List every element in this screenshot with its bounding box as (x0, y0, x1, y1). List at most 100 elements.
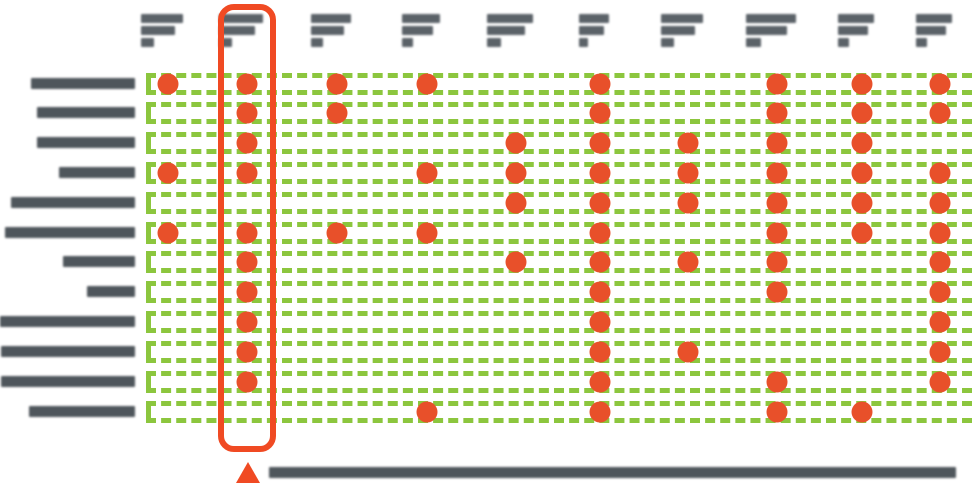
matrix-dot[interactable] (851, 162, 873, 184)
matrix-dot[interactable] (677, 192, 699, 214)
matrix-dot[interactable] (766, 102, 788, 124)
matrix-dot[interactable] (929, 311, 951, 333)
matrix-dot[interactable] (766, 281, 788, 303)
matrix-dot[interactable] (929, 222, 951, 244)
matrix-dot[interactable] (326, 73, 348, 95)
grid-band-row-12 (146, 401, 972, 423)
matrix-dot[interactable] (589, 73, 611, 95)
column-header-1[interactable]: Marketing Platform (13) (141, 14, 183, 47)
row-label-11[interactable]: Nutritional Information (0, 375, 135, 388)
column-header-7[interactable]: Localised Hub (7) (661, 14, 703, 47)
matrix-dot[interactable] (589, 132, 611, 154)
row-label-redaction (5, 227, 135, 238)
row-label-12[interactable]: Purchase on Store (0, 405, 135, 418)
matrix-dot[interactable] (851, 102, 873, 124)
matrix-dot[interactable] (851, 401, 873, 423)
matrix-dot[interactable] (589, 162, 611, 184)
column-header-redaction-line (661, 26, 696, 35)
matrix-dot[interactable] (929, 281, 951, 303)
column-header-3[interactable]: Essential Products (4) (311, 14, 351, 47)
matrix-dot[interactable] (589, 192, 611, 214)
matrix-dot[interactable] (236, 281, 258, 303)
matrix-dot[interactable] (677, 132, 699, 154)
matrix-dot[interactable] (589, 341, 611, 363)
matrix-dot[interactable] (766, 251, 788, 273)
matrix-dot[interactable] (929, 371, 951, 393)
matrix-dot[interactable] (589, 311, 611, 333)
matrix-dot[interactable] (416, 222, 438, 244)
row-label-10[interactable]: Flexibly Rating Classes (0, 345, 135, 358)
column-header-10[interactable]: Mobile Supply (11) (916, 14, 952, 47)
matrix-dot[interactable] (929, 102, 951, 124)
column-header-redaction-line (311, 26, 344, 35)
row-label-5[interactable]: Business to Business (0, 196, 135, 209)
matrix-dot[interactable] (157, 222, 179, 244)
matrix-dot[interactable] (236, 371, 258, 393)
row-label-4[interactable]: Partnerships (0, 166, 135, 179)
matrix-dot[interactable] (505, 251, 527, 273)
matrix-dot[interactable] (677, 251, 699, 273)
matrix-dot[interactable] (766, 222, 788, 244)
column-header-9[interactable]: Audit & Admin (8) (838, 14, 874, 47)
matrix-dot[interactable] (766, 73, 788, 95)
matrix-dot[interactable] (236, 222, 258, 244)
matrix-dot[interactable] (505, 192, 527, 214)
matrix-dot[interactable] (766, 162, 788, 184)
row-label-9[interactable]: Routing Personalisation (0, 315, 135, 328)
row-label-1[interactable]: Customer Pickup (0, 77, 135, 90)
matrix-dot[interactable] (236, 132, 258, 154)
matrix-dot[interactable] (851, 132, 873, 154)
column-header-redaction-line (311, 38, 323, 47)
matrix-dot[interactable] (326, 102, 348, 124)
row-label-8[interactable]: Recipes (0, 285, 135, 298)
row-label-2[interactable]: Online Ordering (0, 106, 135, 119)
matrix-dot[interactable] (589, 222, 611, 244)
grid-band-row-1 (146, 73, 972, 95)
matrix-dot[interactable] (929, 251, 951, 273)
matrix-dot[interactable] (929, 162, 951, 184)
matrix-dot[interactable] (326, 222, 348, 244)
grid-band-row-7 (146, 251, 972, 273)
matrix-dot[interactable] (589, 102, 611, 124)
matrix-dot[interactable] (929, 73, 951, 95)
matrix-dot[interactable] (589, 401, 611, 423)
matrix-dot[interactable] (236, 251, 258, 273)
row-label-6[interactable]: Business to Consumer (0, 226, 135, 239)
matrix-dot[interactable] (236, 73, 258, 95)
matrix-dot[interactable] (416, 73, 438, 95)
row-label-3[interactable]: Delivery Service (0, 136, 135, 149)
column-header-8[interactable]: Developer Portal (10) (746, 14, 796, 47)
row-label-redaction (59, 167, 135, 178)
column-header-6[interactable]: Data Hub (12) (579, 14, 609, 47)
matrix-dot[interactable] (157, 73, 179, 95)
matrix-dot[interactable] (677, 162, 699, 184)
matrix-dot[interactable] (589, 371, 611, 393)
matrix-dot[interactable] (589, 251, 611, 273)
matrix-dot[interactable] (766, 371, 788, 393)
matrix-dot[interactable] (416, 162, 438, 184)
matrix-dot[interactable] (766, 401, 788, 423)
matrix-dot[interactable] (851, 192, 873, 214)
matrix-dot[interactable] (851, 73, 873, 95)
matrix-dot[interactable] (929, 192, 951, 214)
matrix-dot[interactable] (416, 401, 438, 423)
matrix-dot[interactable] (766, 192, 788, 214)
column-header-redaction-line (916, 26, 946, 35)
matrix-dot[interactable] (236, 162, 258, 184)
row-label-7[interactable]: Social Media (0, 255, 135, 268)
column-header-4[interactable]: Fulfilment Tool (5) (402, 14, 440, 47)
matrix-dot[interactable] (851, 222, 873, 244)
column-header-5[interactable]: Commerce Engine (6) (487, 14, 533, 47)
matrix-dot[interactable] (766, 132, 788, 154)
matrix-dot[interactable] (929, 341, 951, 363)
matrix-dot[interactable] (505, 162, 527, 184)
matrix-dot[interactable] (236, 102, 258, 124)
matrix-dot[interactable] (236, 311, 258, 333)
matrix-dot[interactable] (589, 281, 611, 303)
column-header-2[interactable]: Store Locator (12) (219, 14, 263, 47)
matrix-dot[interactable] (505, 132, 527, 154)
matrix-dot[interactable] (236, 341, 258, 363)
matrix-dot[interactable] (157, 162, 179, 184)
column-header-redaction-line (141, 26, 176, 35)
matrix-dot[interactable] (677, 341, 699, 363)
